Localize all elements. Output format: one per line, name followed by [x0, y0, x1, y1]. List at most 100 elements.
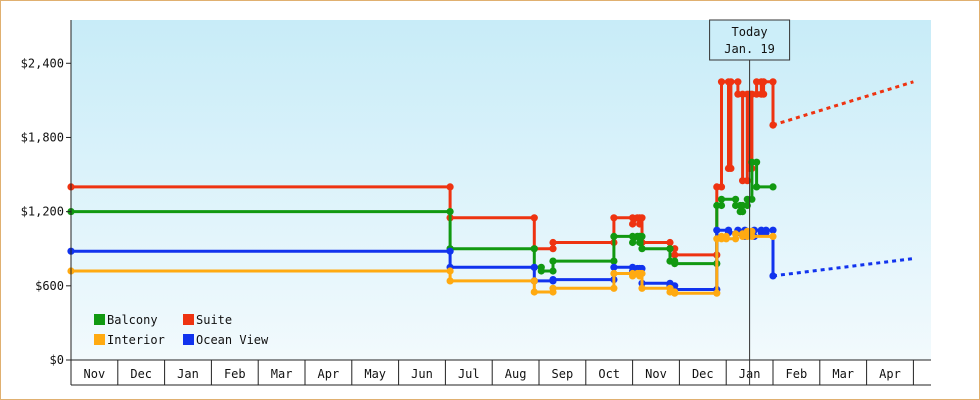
data-point-ocean-view	[713, 226, 721, 234]
data-point-interior	[610, 269, 618, 278]
data-point-ocean-view	[769, 272, 777, 280]
data-point-interior	[530, 288, 538, 296]
today-label-box	[709, 19, 791, 61]
x-tick-label: Jul	[458, 367, 480, 381]
data-point-balcony	[610, 232, 618, 240]
data-point-interior	[610, 284, 618, 292]
data-point-ocean-view	[762, 226, 770, 234]
data-point-balcony	[739, 208, 747, 216]
data-point-balcony	[610, 257, 618, 265]
x-tick-label: Apr	[879, 367, 901, 381]
data-point-interior	[671, 289, 679, 297]
x-tick-label: Mar	[832, 367, 854, 381]
y-tick-label: $1,200	[21, 205, 64, 219]
data-point-suite	[636, 220, 644, 228]
legend-label-ocean-view: Ocean View	[196, 333, 269, 347]
data-point-balcony	[446, 208, 454, 216]
data-point-balcony	[537, 267, 545, 275]
data-point-suite	[760, 90, 768, 98]
data-point-balcony	[732, 195, 740, 203]
data-point-interior	[748, 227, 756, 235]
data-point-suite	[769, 78, 777, 86]
data-point-ocean-view	[610, 263, 618, 271]
x-tick-label: Apr	[318, 367, 340, 381]
axes-layer: $0 $600 $1,200 $1,800 $2,400 Nov Dec Jan Feb Mar A…	[21, 20, 931, 386]
data-point-suite	[549, 245, 557, 253]
data-point-balcony	[753, 158, 761, 166]
plot-area	[71, 20, 931, 360]
data-point-interior	[732, 230, 740, 238]
y-tick-label: $2,400	[21, 56, 64, 70]
data-point-balcony	[636, 238, 644, 247]
data-point-interior	[748, 232, 756, 240]
x-tick-label: Jun	[411, 367, 433, 381]
data-point-balcony	[717, 201, 726, 210]
data-point-ocean-view	[769, 226, 777, 234]
data-point-interior	[446, 277, 454, 285]
data-point-suite	[760, 78, 768, 86]
legend: Balcony Suite Interior Ocean View	[94, 313, 269, 347]
data-point-balcony	[549, 267, 557, 275]
legend-swatch-balcony	[94, 314, 105, 325]
data-point-balcony	[549, 257, 557, 265]
data-point-balcony	[769, 183, 777, 191]
data-point-interior	[769, 232, 777, 240]
data-point-interior	[713, 289, 721, 297]
data-point-suite	[610, 214, 618, 222]
data-point-suite	[734, 78, 742, 86]
data-point-suite	[530, 214, 538, 222]
data-point-balcony	[530, 245, 538, 253]
data-point-balcony	[748, 195, 756, 203]
y-tick-label: $600	[35, 279, 64, 293]
today-marker: Today Jan. 19	[709, 19, 791, 385]
data-point-suite	[671, 251, 679, 259]
data-point-balcony	[638, 232, 646, 240]
data-point-interior	[722, 235, 730, 243]
data-point-suite	[446, 183, 454, 191]
legend-label-interior: Interior	[107, 333, 165, 347]
data-point-suite	[717, 78, 726, 86]
x-tick-label: Nov	[84, 367, 106, 381]
x-tick-label: Sep	[552, 367, 574, 381]
x-tick-label: Mar	[271, 367, 293, 381]
data-point-suite	[727, 78, 735, 86]
data-point-ocean-view	[549, 276, 557, 284]
legend-label-balcony: Balcony	[107, 313, 158, 327]
data-point-ocean-view	[530, 263, 538, 271]
y-tick-label: $1,800	[21, 130, 64, 144]
data-point-suite	[638, 214, 646, 222]
series-layer	[67, 78, 914, 297]
x-tick-label: Feb	[224, 367, 246, 381]
x-tick-label: Jan	[177, 367, 199, 381]
data-point-suite	[629, 220, 637, 228]
data-point-interior	[530, 277, 538, 285]
data-point-interior	[638, 284, 646, 292]
legend-swatch-interior	[94, 334, 105, 345]
x-tick-label: May	[364, 367, 386, 381]
x-tick-label: Dec	[692, 367, 714, 381]
x-tick-label: Feb	[786, 367, 808, 381]
data-point-ocean-view	[446, 247, 454, 255]
x-tick-label: Aug	[505, 367, 527, 381]
data-point-balcony	[666, 245, 674, 253]
y-tick-label: $0	[50, 353, 64, 367]
data-point-balcony	[753, 183, 761, 191]
data-point-interior	[549, 284, 557, 292]
data-point-suite	[717, 183, 726, 191]
data-point-suite	[666, 238, 674, 247]
legend-label-suite: Suite	[196, 313, 232, 327]
data-point-suite	[769, 121, 777, 129]
data-point-balcony	[629, 238, 637, 247]
x-tick-label: Dec	[130, 367, 152, 381]
x-tick-label: Oct	[598, 367, 620, 381]
data-point-interior	[638, 269, 646, 278]
x-tick-label: Nov	[645, 367, 667, 381]
data-point-balcony	[671, 260, 679, 268]
data-point-suite	[549, 238, 557, 247]
today-label-line2: Jan. 19	[724, 42, 775, 56]
legend-swatch-suite	[183, 314, 194, 325]
data-point-suite	[727, 164, 735, 172]
today-label-line1: Today	[732, 25, 768, 39]
data-point-balcony	[638, 245, 646, 253]
